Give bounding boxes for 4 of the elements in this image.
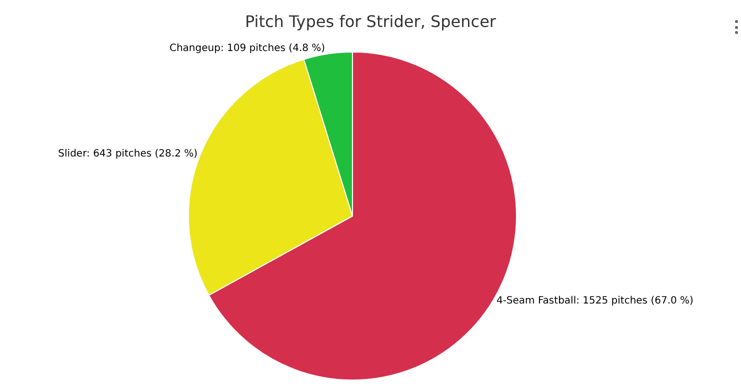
slice-label: Changeup: 109 pitches (4.8 %) xyxy=(169,42,326,54)
slice-label: 4-Seam Fastball: 1525 pitches (67.0 %) xyxy=(496,295,694,306)
slice-label: Slider: 643 pitches (28.2 %) xyxy=(58,148,198,160)
chart-title: Pitch Types for Strider, Spencer xyxy=(244,12,496,31)
